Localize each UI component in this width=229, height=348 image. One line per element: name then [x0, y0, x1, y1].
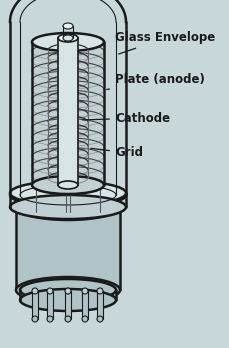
Ellipse shape [20, 289, 115, 311]
Polygon shape [65, 291, 71, 319]
Ellipse shape [20, 279, 115, 301]
Text: Grid: Grid [90, 147, 142, 159]
Polygon shape [10, 193, 125, 207]
Ellipse shape [82, 316, 88, 322]
Ellipse shape [97, 288, 103, 294]
Ellipse shape [63, 35, 73, 41]
Polygon shape [20, 290, 115, 300]
Ellipse shape [97, 316, 103, 322]
Polygon shape [47, 291, 53, 319]
Ellipse shape [32, 33, 104, 51]
Polygon shape [82, 291, 88, 319]
Ellipse shape [32, 176, 104, 194]
Polygon shape [58, 38, 78, 185]
Polygon shape [97, 291, 103, 319]
Polygon shape [32, 42, 104, 185]
Ellipse shape [63, 23, 73, 29]
Ellipse shape [47, 316, 53, 322]
Ellipse shape [58, 34, 78, 42]
Text: Cathode: Cathode [82, 111, 169, 125]
Text: Glass Envelope: Glass Envelope [114, 32, 214, 54]
Ellipse shape [82, 288, 88, 294]
Ellipse shape [10, 181, 125, 205]
Ellipse shape [16, 277, 120, 303]
Ellipse shape [47, 288, 53, 294]
Ellipse shape [16, 194, 120, 220]
Ellipse shape [58, 181, 78, 189]
Ellipse shape [10, 195, 125, 219]
Polygon shape [10, 22, 125, 195]
Ellipse shape [10, 183, 125, 207]
Text: Plate (anode): Plate (anode) [106, 73, 204, 89]
Polygon shape [10, 0, 125, 22]
Ellipse shape [32, 316, 38, 322]
Ellipse shape [65, 316, 71, 322]
Polygon shape [32, 291, 38, 319]
Ellipse shape [65, 288, 71, 294]
Polygon shape [16, 207, 120, 290]
Ellipse shape [32, 288, 38, 294]
